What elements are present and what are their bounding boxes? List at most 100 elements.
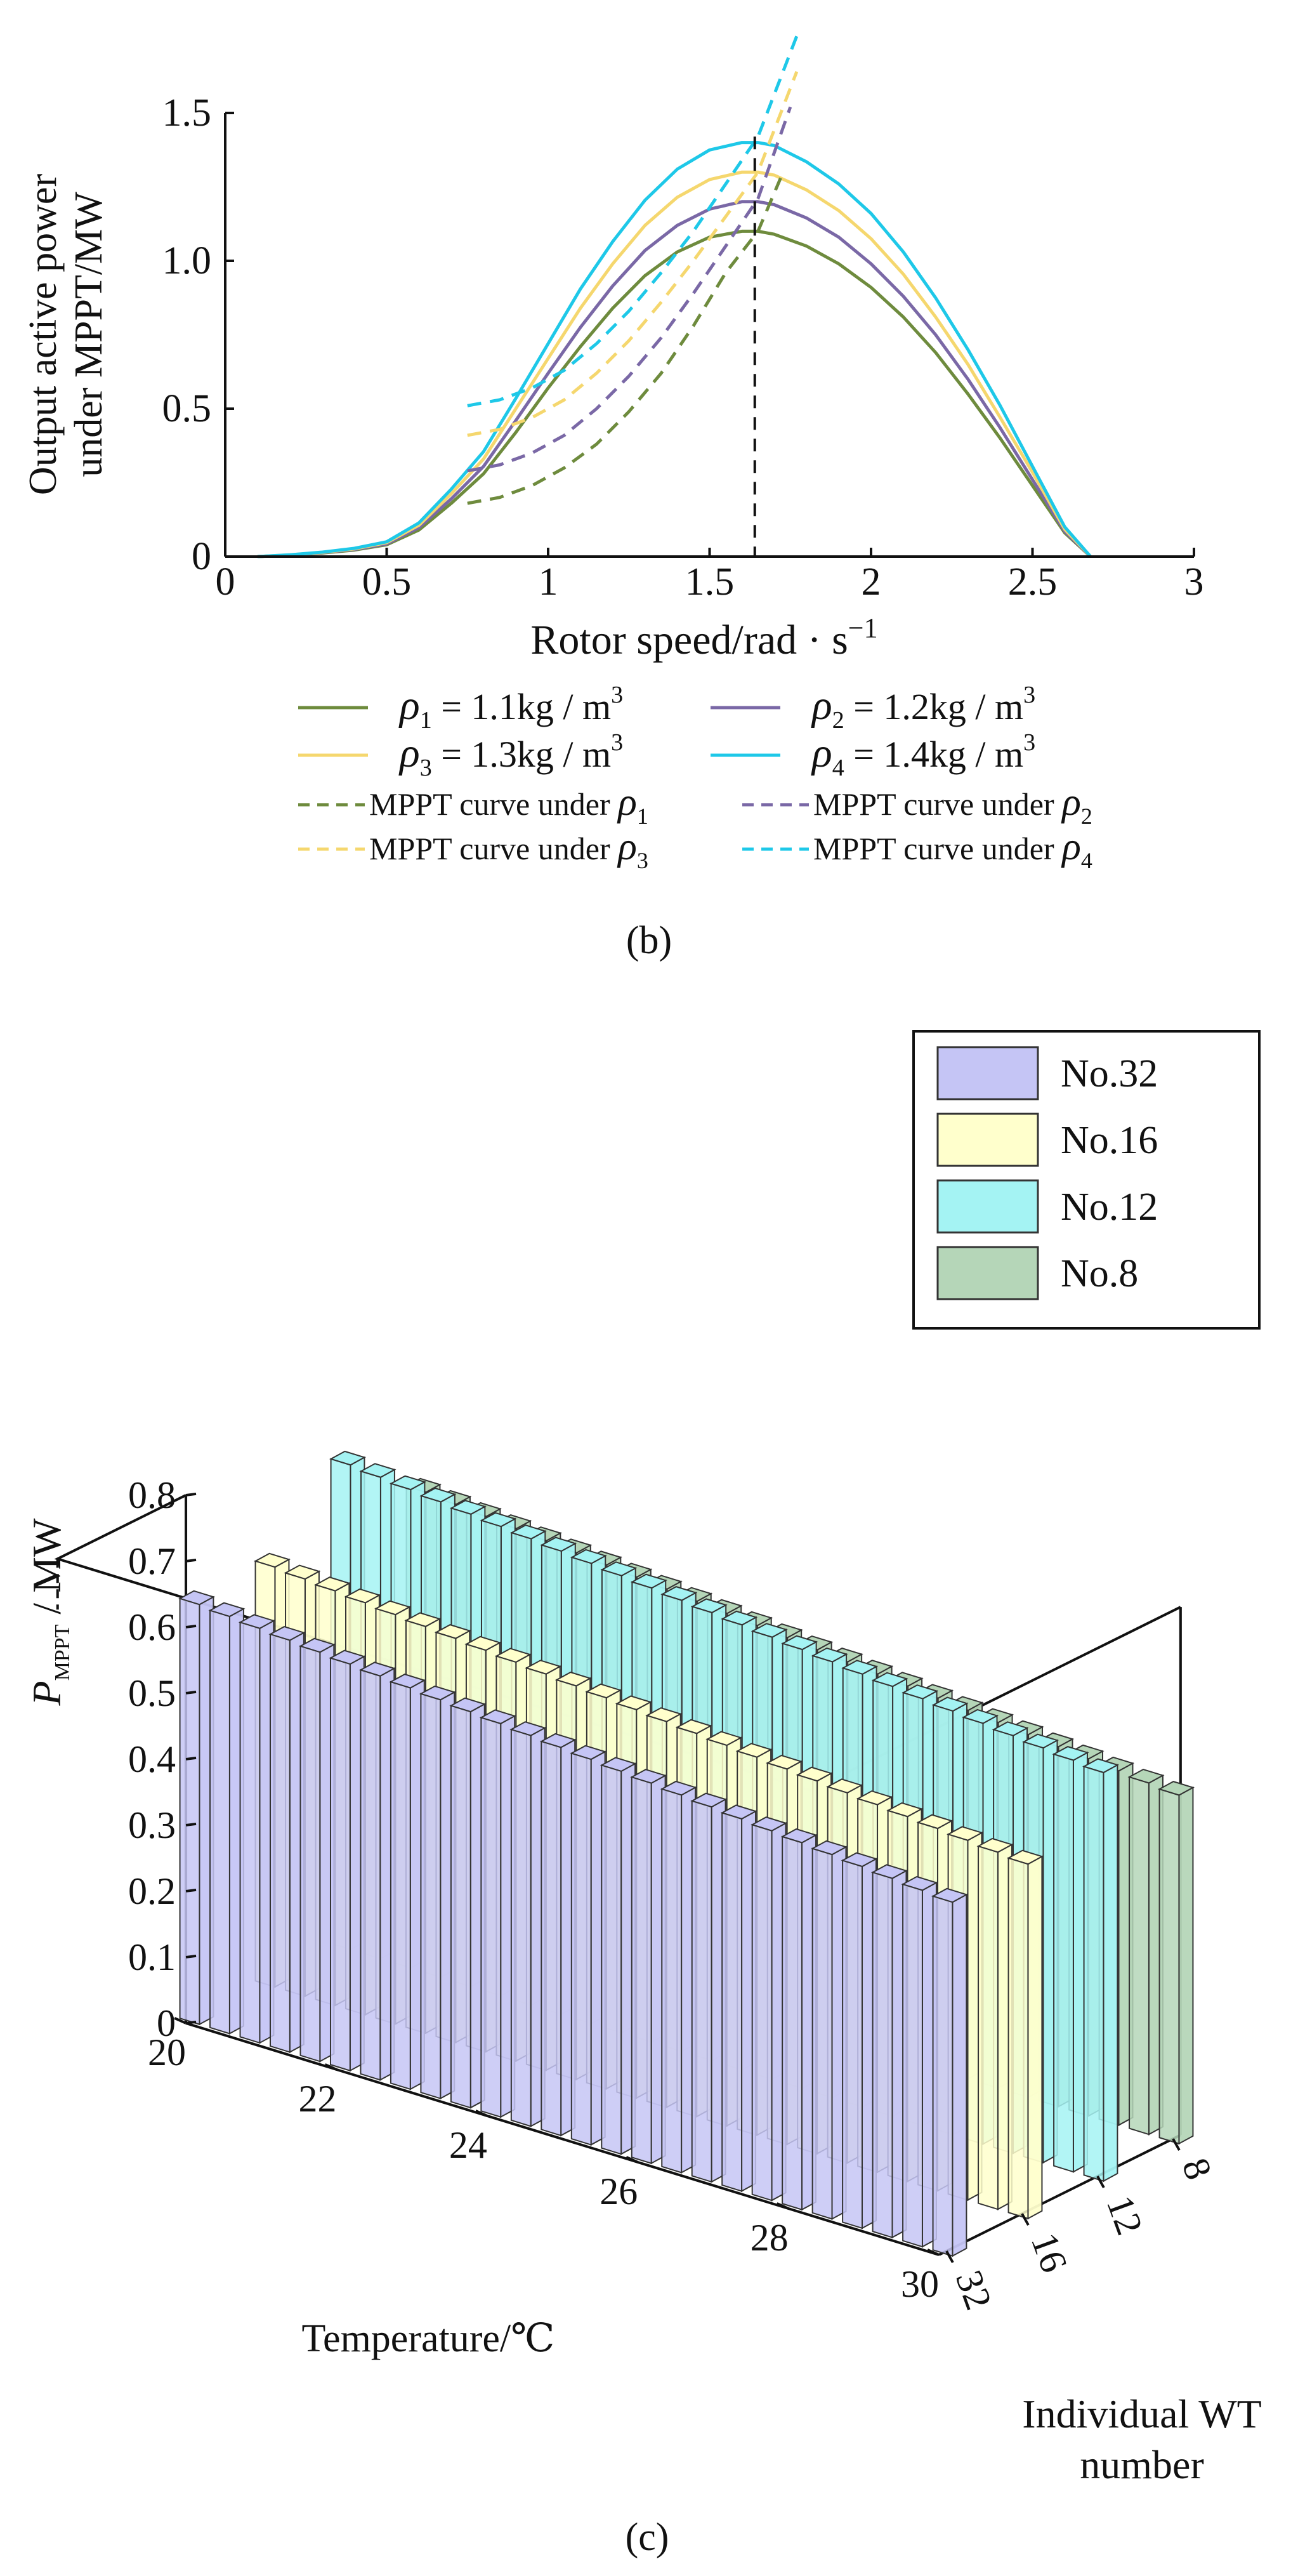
bar-no-32-5 xyxy=(329,1649,366,2072)
x-tick-label-c-0: 20 xyxy=(148,2031,186,2073)
bar-front xyxy=(329,1657,351,2072)
bar-no-8-24 xyxy=(1127,1768,1165,2136)
bar3d-bars xyxy=(178,1450,1195,2257)
legend-label-symbol: ρ xyxy=(1061,781,1081,824)
x-tick-c-4 xyxy=(776,2202,789,2210)
legend-label-sup: 3 xyxy=(1023,682,1035,708)
bar-no-32-13 xyxy=(570,1745,607,2146)
legend-label: ρ1 = 1.1kg / m3 xyxy=(398,682,623,734)
legend-label-sub: 3 xyxy=(420,755,432,781)
x-tick-c-5 xyxy=(927,2249,940,2256)
z-tick-label-3: 0.3 xyxy=(128,1804,176,1846)
legend-item-mppt-curve-under-1: MPPT curve under ρ1 xyxy=(298,781,648,829)
bar-front xyxy=(782,1835,803,2211)
bar-front xyxy=(179,1597,200,2026)
legend-label-symbol: ρ xyxy=(398,730,420,776)
legend-item-mppt-curve-under-3: MPPT curve under ρ3 xyxy=(298,825,648,873)
legend-label-symbol: ρ xyxy=(811,730,832,776)
legend-label-sub: 1 xyxy=(637,803,648,829)
bar-no-32-0 xyxy=(178,1590,215,2026)
x-tick-label-c-5: 30 xyxy=(901,2263,939,2305)
x-tick-label-c-2: 24 xyxy=(449,2124,487,2166)
legend-label-text: MPPT curve under xyxy=(813,831,1062,866)
bar-front xyxy=(872,1871,893,2238)
legend-label: ρ2 = 1.2kg / m3 xyxy=(811,682,1035,734)
bar-front xyxy=(450,1705,471,2109)
x-tick-label-1: 0.5 xyxy=(362,560,412,604)
panel-c: 0 0.1 0.2 0.3 0.4 0.5 0.6 0.7 0.8 20 22 24 26 28 30 32 1… xyxy=(24,1030,1262,2559)
bar-front xyxy=(1158,1788,1180,2145)
z-tick-label-0: 0 xyxy=(157,2002,176,2044)
legend-swatch xyxy=(936,1113,1039,1167)
x-tick-label-2: 1 xyxy=(539,560,558,604)
depth-axis-label-line1: Individual WT xyxy=(1022,2391,1261,2436)
z-tick-6 xyxy=(185,1624,197,1628)
z-tick-7 xyxy=(185,1558,197,1562)
panel-b: 0 0.5 1 1.5 2 2.5 3 0 0.5 1.0 1.5 Output active p… xyxy=(22,35,1204,962)
bar-no-32-22 xyxy=(841,1852,878,2229)
bar-no-32-18 xyxy=(720,1804,757,2193)
bar-front xyxy=(270,1633,291,2053)
z-tick-label-7: 0.7 xyxy=(128,1540,176,1582)
z-tick-label-8: 0.8 xyxy=(128,1474,176,1516)
x-axis-label-main: Rotor speed/rad · s xyxy=(530,617,848,663)
bar-no-32-17 xyxy=(690,1792,728,2183)
bar-no-16-25 xyxy=(1007,1849,1044,2220)
series-line-mppt-curve-under-2 xyxy=(467,106,792,473)
bar-no-32-21 xyxy=(811,1840,848,2221)
depth-tick-2 xyxy=(1096,2176,1105,2189)
depth-axis-line xyxy=(938,2134,1181,2256)
depth-tick-label-3: 8 xyxy=(1174,2153,1220,2185)
x-tick-c-2 xyxy=(475,2110,488,2117)
x-tick-label-0: 0 xyxy=(216,560,235,604)
bar-front xyxy=(541,1740,562,2137)
depth-tick-label-2: 12 xyxy=(1099,2190,1151,2240)
bar-front xyxy=(239,1621,261,2044)
bar-no-32-14 xyxy=(600,1757,637,2155)
depth-tick-label-1: 16 xyxy=(1023,2228,1076,2278)
bar-front xyxy=(510,1728,532,2127)
bar-front xyxy=(570,1752,592,2146)
bar-no-32-10 xyxy=(479,1709,516,2118)
legend-label-rest: = 1.1kg / m xyxy=(432,686,611,727)
z-tick-4 xyxy=(185,1756,197,1760)
bar-row-no-32 xyxy=(178,1590,968,2257)
y-ticks: 0 0.5 1.0 1.5 xyxy=(162,91,234,578)
x-tick-label-c-3: 26 xyxy=(600,2170,638,2212)
x-tick-c-3 xyxy=(626,2156,639,2163)
bar-no-32-12 xyxy=(539,1733,577,2137)
legend-label-text: MPPT curve under xyxy=(813,786,1062,822)
z-axis-label-sub: MPPT xyxy=(51,1624,74,1681)
legend-label-text: MPPT curve under xyxy=(369,831,618,866)
x-tick-c-1 xyxy=(324,2063,338,2071)
x-axis-line xyxy=(185,2022,940,2256)
bar-no-32-25 xyxy=(931,1887,968,2257)
legend-label: ρ4 = 1.4kg / m3 xyxy=(811,729,1035,781)
y-tick-label-3: 1.5 xyxy=(162,91,212,135)
bar-no-32-9 xyxy=(449,1697,487,2109)
y-tick-label-2: 1.0 xyxy=(162,239,212,282)
series-line--4-1-4kg-m3 xyxy=(257,141,1092,558)
legend-label-sub: 4 xyxy=(1081,848,1092,873)
line-series-group xyxy=(257,35,1092,558)
z-axis-label-symbol: P xyxy=(24,1681,69,1706)
bar-no-32-7 xyxy=(389,1674,426,2091)
bar-front xyxy=(209,1609,230,2035)
legend-label-symbol: ρ xyxy=(811,682,832,729)
legend-label: ρ3 = 1.3kg / m3 xyxy=(398,729,623,781)
bar-front xyxy=(691,1800,712,2183)
z-tick-5 xyxy=(185,1690,197,1694)
x-axis-label-sup: −1 xyxy=(848,612,878,644)
y-tick-label-1: 0.5 xyxy=(162,387,212,430)
series-line-mppt-curve-under-1 xyxy=(467,177,782,505)
bar-no-8-25 xyxy=(1158,1781,1195,2145)
legend-swatch xyxy=(936,1246,1039,1300)
legend-swatch xyxy=(936,1046,1039,1100)
legend-label: MPPT curve under ρ1 xyxy=(369,781,648,829)
bar-no-16-24 xyxy=(976,1837,1014,2210)
bar-front xyxy=(601,1764,622,2155)
bar-no-32-16 xyxy=(660,1780,697,2174)
bar-front xyxy=(842,1859,863,2229)
bar-front xyxy=(902,1883,923,2248)
